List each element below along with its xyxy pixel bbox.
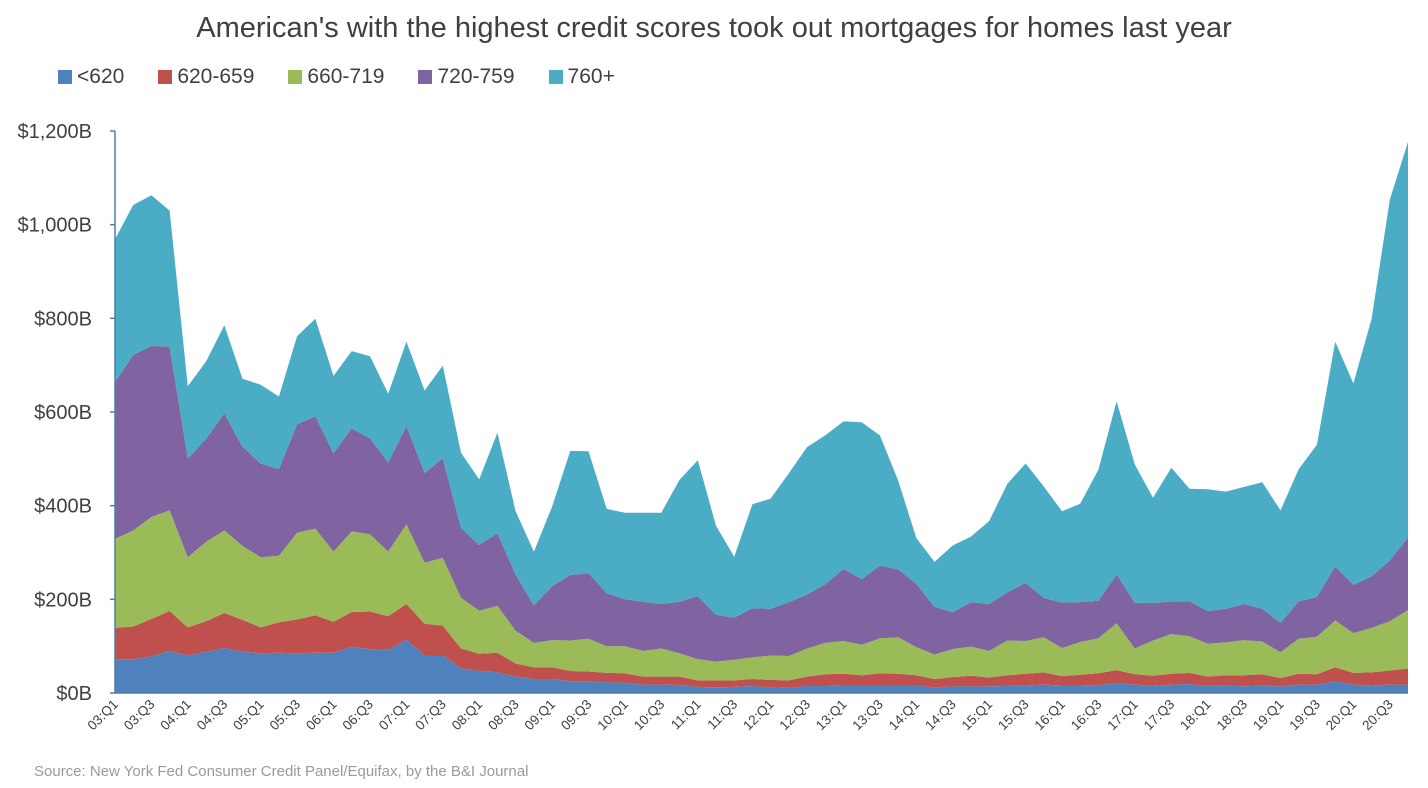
area-series bbox=[115, 141, 1408, 623]
x-tick-label: 20:Q1 bbox=[1323, 697, 1360, 734]
legend-label: 660-719 bbox=[307, 65, 385, 88]
y-tick-label: $800B bbox=[34, 308, 92, 330]
x-tick-label: 09:Q1 bbox=[522, 697, 559, 734]
legend-item: 760+ bbox=[548, 65, 615, 89]
x-tick-label: 17:Q3 bbox=[1141, 697, 1178, 734]
x-tick-label: 05:Q3 bbox=[267, 697, 304, 734]
x-tick-label: 11:Q3 bbox=[704, 697, 740, 733]
legend-swatch bbox=[288, 70, 303, 84]
x-tick-label: 08:Q1 bbox=[449, 697, 486, 734]
x-tick-label: 05:Q1 bbox=[230, 697, 267, 734]
legend-label: 620-659 bbox=[177, 65, 255, 88]
area-series bbox=[115, 346, 1408, 662]
x-tick-label: 18:Q1 bbox=[1177, 697, 1214, 734]
x-tick-label: 10:Q3 bbox=[631, 697, 668, 734]
x-tick-label: 13:Q3 bbox=[849, 697, 886, 734]
x-tick-label: 04:Q3 bbox=[194, 697, 231, 734]
x-tick-label: 15:Q1 bbox=[959, 697, 996, 734]
legend-label: <620 bbox=[77, 65, 125, 88]
x-tick-label: 19:Q1 bbox=[1250, 697, 1287, 734]
x-tick-label: 19:Q3 bbox=[1286, 697, 1323, 734]
y-tick-label: $600B bbox=[34, 402, 92, 424]
y-tick-label: $1,000B bbox=[17, 215, 92, 237]
legend-label: 720-759 bbox=[437, 65, 515, 88]
x-tick-label: 16:Q3 bbox=[1068, 697, 1105, 734]
legend-swatch bbox=[158, 70, 173, 84]
x-tick-label: 15:Q3 bbox=[995, 697, 1032, 734]
x-tick-label: 03:Q3 bbox=[121, 697, 158, 734]
x-tick-label: 09:Q3 bbox=[558, 697, 595, 734]
chart-title: American's with the highest credit score… bbox=[196, 12, 1232, 44]
legend-item: <620 bbox=[58, 65, 124, 89]
x-tick-label: 07:Q3 bbox=[412, 697, 449, 734]
legend: <620 620-659 660-719 720-759 760+ bbox=[58, 64, 649, 90]
x-tick-label: 18:Q3 bbox=[1214, 697, 1251, 734]
x-tick-label: 17:Q1 bbox=[1104, 697, 1141, 734]
legend-swatch bbox=[58, 70, 72, 84]
area-series bbox=[115, 510, 1408, 681]
x-tick-label: 10:Q1 bbox=[594, 697, 631, 734]
x-tick-label: 11:Q1 bbox=[668, 697, 704, 733]
x-tick-label: 16:Q1 bbox=[1031, 697, 1068, 734]
legend-swatch bbox=[548, 70, 563, 84]
y-tick-label: $400B bbox=[34, 496, 92, 518]
legend-item: 620-659 bbox=[158, 65, 254, 89]
y-tick-label: $200B bbox=[34, 589, 92, 611]
x-tick-label: 20:Q3 bbox=[1359, 697, 1396, 734]
legend-item: 660-719 bbox=[288, 65, 384, 89]
x-tick-label: 04:Q1 bbox=[157, 697, 194, 734]
legend-swatch bbox=[418, 70, 433, 84]
legend-label: 760+ bbox=[567, 65, 615, 88]
source-note: Source: New York Fed Consumer Credit Pan… bbox=[34, 763, 529, 780]
legend-item: 720-759 bbox=[418, 65, 515, 89]
y-tick-label: $0B bbox=[56, 683, 92, 705]
x-tick-label: 06:Q3 bbox=[339, 697, 376, 734]
x-tick-label: 12:Q3 bbox=[777, 697, 814, 734]
x-tick-label: 08:Q3 bbox=[485, 697, 522, 734]
x-tick-label: 07:Q1 bbox=[376, 697, 413, 734]
area-series bbox=[115, 604, 1408, 688]
x-tick-label: 13:Q1 bbox=[813, 697, 850, 734]
x-tick-label: 06:Q1 bbox=[303, 697, 340, 734]
area-series-group bbox=[115, 141, 1408, 693]
y-tick-label: $1,200B bbox=[17, 121, 92, 143]
x-tick-label: 14:Q1 bbox=[886, 697, 923, 734]
x-tick-label: 14:Q3 bbox=[922, 697, 959, 734]
area-series bbox=[115, 639, 1408, 693]
x-tick-label: 12:Q1 bbox=[740, 697, 777, 734]
